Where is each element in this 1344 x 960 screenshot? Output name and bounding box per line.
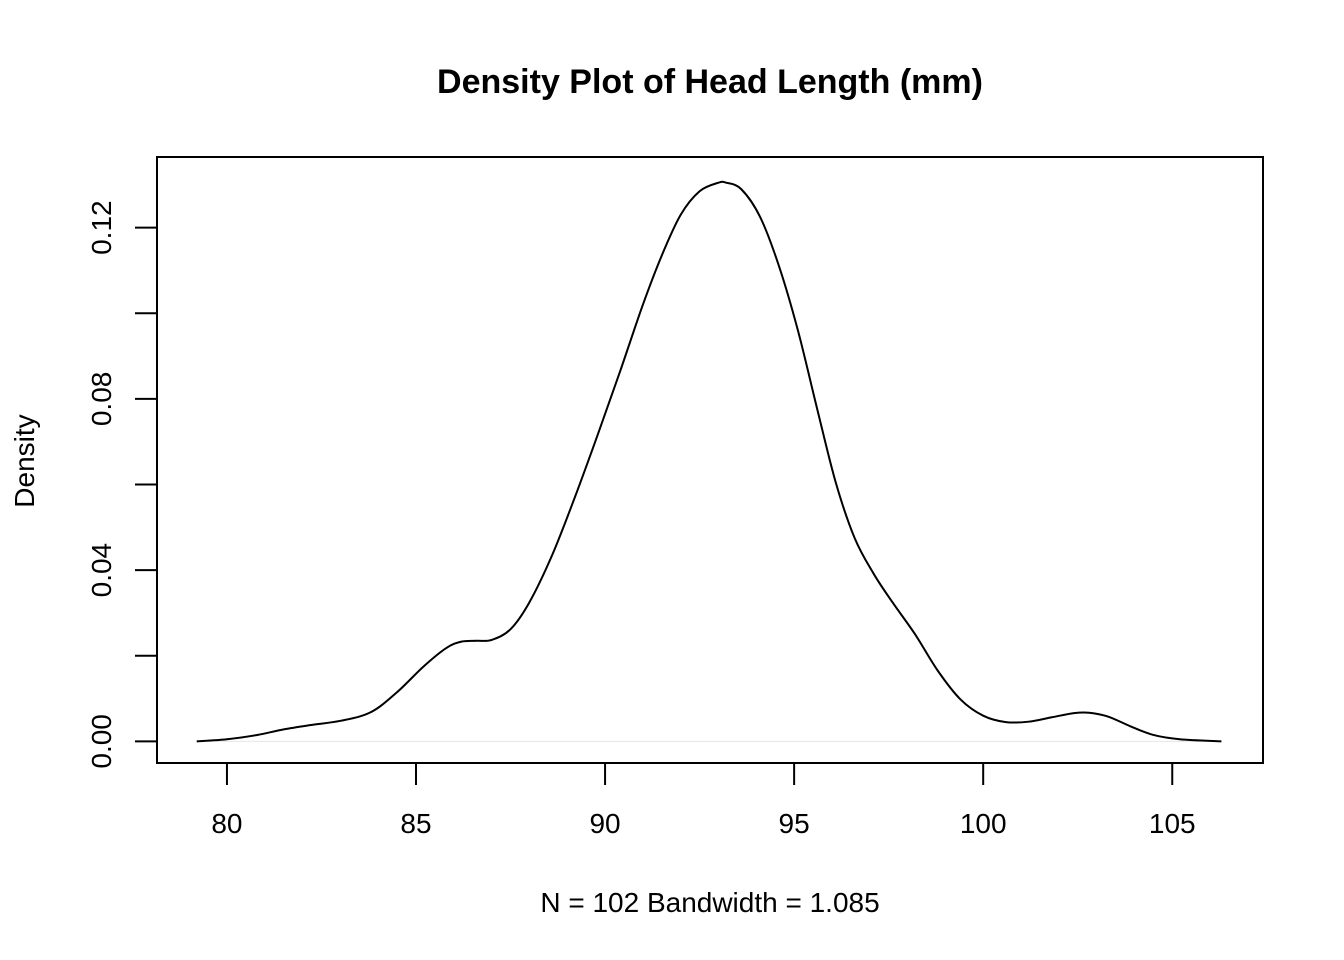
plot-frame [156, 156, 1264, 764]
x-tick-label: 85 [400, 808, 431, 839]
y-tick-label: 0.12 [86, 200, 117, 255]
series-layer [196, 180, 1222, 743]
x-tick-label: 80 [211, 808, 242, 839]
y-tick-label: 0.00 [86, 714, 117, 769]
x-axis-label: N = 102 Bandwidth = 1.085 [540, 887, 879, 918]
y-tick-label: 0.08 [86, 372, 117, 427]
x-tick-label: 100 [960, 808, 1007, 839]
y-tick-label: 0.04 [86, 543, 117, 598]
y-axis-label: Density [9, 414, 40, 507]
x-tick-label: 95 [779, 808, 810, 839]
chart-title: Density Plot of Head Length (mm) [437, 63, 983, 101]
y-axis: 0.00 0.04 0.08 0.12 [86, 200, 157, 769]
x-tick-label: 105 [1149, 808, 1196, 839]
density-curve [196, 180, 1222, 743]
x-tick-label: 90 [589, 808, 620, 839]
x-axis: 80 85 90 95 100 105 [211, 763, 1196, 839]
